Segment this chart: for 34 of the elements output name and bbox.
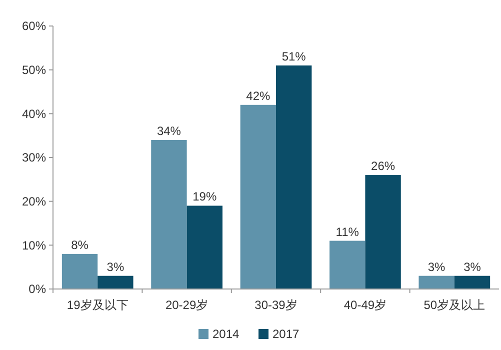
x-tick-label: 19岁及以下: [66, 298, 128, 312]
bar: [186, 206, 222, 289]
y-tick-label: 0%: [28, 282, 46, 296]
data-label: 3%: [428, 260, 446, 274]
bar: [62, 254, 98, 289]
y-tick-label: 20%: [22, 194, 46, 209]
legend-label: 2014: [212, 327, 240, 342]
data-label: 3%: [464, 260, 482, 274]
y-tick-label: 50%: [22, 63, 46, 78]
data-label: 3%: [106, 260, 124, 274]
y-tick-label: 40%: [22, 106, 46, 121]
x-tick-label: 40-49岁: [344, 298, 387, 312]
bar: [240, 104, 276, 289]
bar: [418, 276, 454, 289]
bar: [98, 276, 134, 289]
data-label: 42%: [246, 88, 270, 103]
bar: [365, 175, 401, 289]
data-label: 8%: [71, 238, 89, 252]
bar: [151, 140, 187, 289]
data-label: 11%: [336, 224, 360, 239]
data-label: 34%: [156, 124, 182, 138]
bar: [330, 240, 366, 289]
data-label: 19%: [192, 190, 217, 204]
y-tick-label: 10%: [22, 238, 46, 252]
x-tick-label: 50岁及以上: [424, 298, 486, 312]
data-label: 26%: [371, 159, 396, 174]
bar: [454, 276, 490, 289]
bar: [276, 65, 312, 289]
x-tick-label: 20-29岁: [165, 298, 208, 312]
y-tick-label: 60%: [22, 19, 46, 34]
legend-label: 2017: [272, 327, 300, 342]
data-label: 51%: [282, 49, 306, 64]
y-tick-label: 30%: [22, 150, 46, 165]
x-tick-label: 30-39岁: [254, 298, 298, 312]
